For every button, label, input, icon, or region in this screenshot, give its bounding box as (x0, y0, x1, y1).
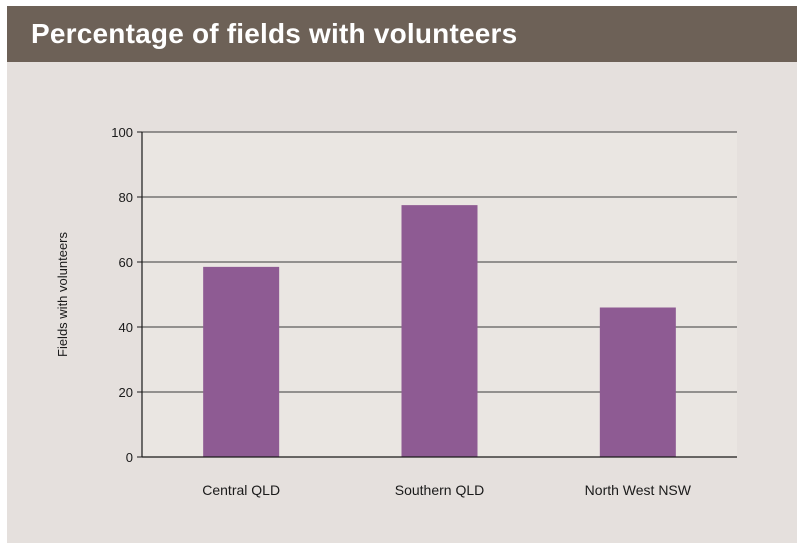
y-tick-label: 20 (119, 385, 133, 400)
y-tick-label: 100 (111, 125, 133, 140)
y-tick-label: 0 (126, 450, 133, 465)
y-tick-label: 80 (119, 190, 133, 205)
x-category-label: Southern QLD (395, 482, 485, 498)
bar (203, 266, 280, 457)
chart-title: Percentage of fields with volunteers (31, 18, 518, 49)
y-tick-label: 40 (119, 320, 133, 335)
y-tick-labels: 0 20 40 60 80 100 (111, 125, 133, 465)
y-tick-label: 60 (119, 255, 133, 270)
axes (137, 131, 737, 458)
x-category-labels: Central QLD Southern QLD North West NSW (202, 482, 692, 498)
x-category-label: North West NSW (585, 482, 692, 498)
x-category-label: Central QLD (202, 482, 280, 498)
chart-header: Percentage of fields with volunteers (7, 6, 797, 62)
bars (203, 205, 676, 457)
bar (599, 307, 676, 457)
y-axis-title: Fields with volunteers (55, 232, 70, 357)
bar (401, 205, 478, 457)
